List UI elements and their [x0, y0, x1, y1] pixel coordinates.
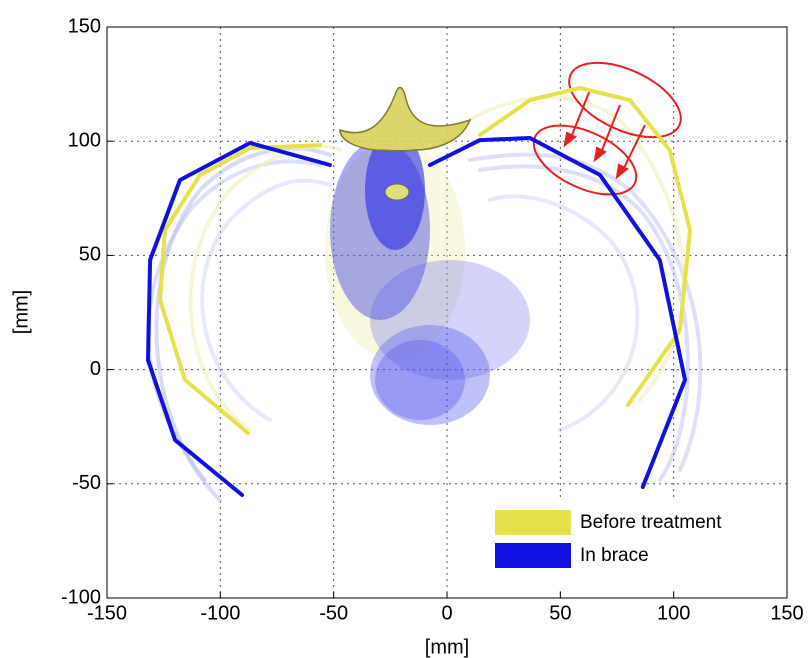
y-tick-label: 50	[79, 244, 101, 266]
y-tick-label: 150	[68, 15, 101, 37]
y-axis-label: [mm]	[10, 290, 32, 334]
x-tick-label: 50	[549, 602, 571, 624]
legend-label: In brace	[580, 545, 649, 566]
y-tick-label: 100	[68, 129, 101, 151]
legend-swatch	[495, 510, 571, 535]
x-tick-label: -100	[200, 602, 240, 624]
series-layer	[146, 86, 692, 497]
y-tick-label: 0	[90, 358, 101, 380]
legend-swatch	[495, 543, 571, 568]
x-tick-label: 100	[657, 602, 690, 624]
series-line	[158, 86, 692, 436]
legend-label: Before treatment	[580, 512, 722, 533]
y-tick-label: -50	[72, 472, 101, 494]
spine-rendering	[146, 86, 703, 502]
x-tick-label: -150	[87, 602, 127, 624]
x-tick-label: 150	[770, 602, 803, 624]
x-tick-label: -50	[319, 602, 348, 624]
legend: Before treatment In brace	[491, 500, 779, 588]
x-axis-label: [mm]	[425, 636, 469, 658]
series-line	[146, 136, 687, 497]
y-tick-label: -100	[61, 586, 101, 608]
annotation-marks	[532, 61, 682, 196]
x-tick-label: 0	[441, 602, 452, 624]
